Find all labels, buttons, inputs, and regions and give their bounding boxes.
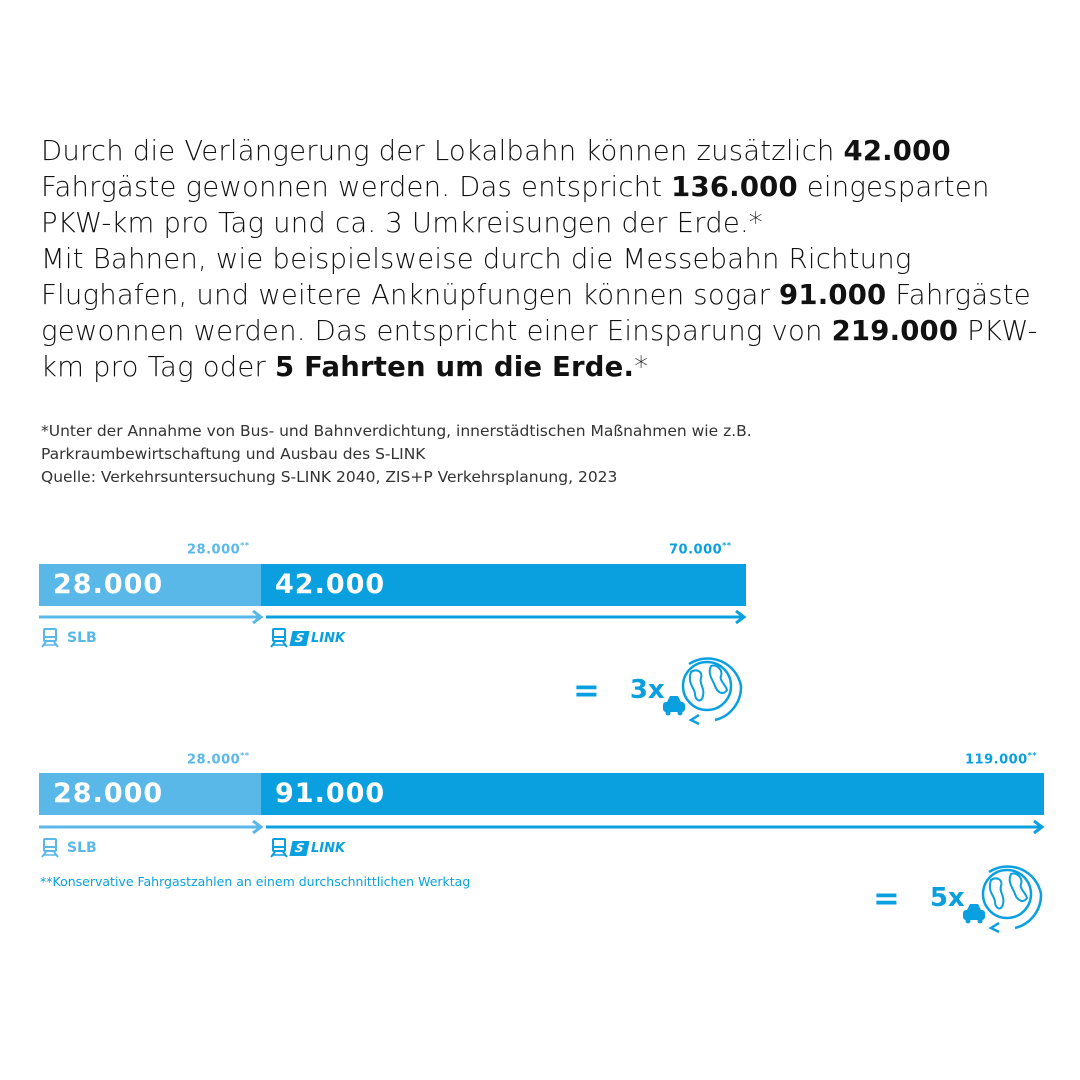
- earth-orbit-car-icon: [662, 657, 742, 726]
- chart-scenario-2: 28.000** 119.000** 28.000 91.000 SLB S L…: [39, 750, 1049, 950]
- legend-label-slb: SLB: [67, 840, 97, 856]
- footnotes: *Unter der Annahme von Bus- und Bahnverd…: [41, 420, 752, 489]
- footnote-line: *Unter der Annahme von Bus- und Bahnverd…: [41, 422, 752, 440]
- legend-slb: SLB: [41, 838, 97, 858]
- footnote-conservative: **Konservative Fahrgastzahlen an einem d…: [40, 874, 471, 889]
- highlight-91000: 91.000: [779, 279, 887, 311]
- marker-right-label: 70.000**: [669, 541, 732, 558]
- footnote-line: Parkraumbewirtschaftung und Ausbau des S…: [41, 445, 426, 463]
- chart-scenario-1: 28.000** 70.000** 28.000 42.000 SLB S LI…: [39, 540, 1049, 740]
- legend-slink: S LINK: [270, 838, 345, 858]
- intro-text: PKW-km pro Tag oder: [41, 315, 1038, 383]
- intro-text: Fahrgäste gewonnen werden. Das entsprich…: [41, 171, 672, 203]
- train-icon: [270, 838, 288, 858]
- stacked-bar: 28.000 91.000: [39, 773, 1044, 815]
- intro-text: Mit Bahnen, wie beispielsweise durch die…: [41, 243, 912, 311]
- marker-right-label: 119.000**: [965, 751, 1038, 768]
- highlight-219000: 219.000: [831, 315, 959, 347]
- train-icon: [270, 628, 288, 648]
- highlight-42000: 42.000: [843, 135, 951, 167]
- train-icon: [41, 628, 59, 648]
- arrow-slink: [266, 820, 1045, 834]
- legend-label-slink: LINK: [311, 630, 346, 646]
- slink-logo-s: S: [289, 630, 310, 646]
- train-icon: [41, 838, 59, 858]
- arrow-slb: [39, 610, 264, 624]
- marker-left-label: 28.000**: [187, 541, 250, 558]
- slink-logo-s: S: [289, 840, 310, 856]
- intro-text: Fahrgäste gewonnen werden. Das entsprich…: [41, 279, 1031, 347]
- legend-label-slink: LINK: [311, 840, 346, 856]
- source-line: Quelle: Verkehrsuntersuchung S-LINK 2040…: [41, 468, 618, 486]
- earth-equivalent: = 5x: [873, 858, 1047, 938]
- stacked-bar: 28.000 42.000: [39, 564, 746, 606]
- bar-segment-slink: 42.000: [261, 564, 746, 606]
- multiplier-label: 5x: [929, 883, 965, 913]
- highlight-136000: 136.000: [671, 171, 798, 203]
- earth-equivalent: = 3x: [573, 650, 747, 730]
- legend-slink: S LINK: [270, 628, 345, 648]
- bar-segment-slb: 28.000: [39, 564, 261, 606]
- equals-sign: =: [873, 879, 900, 917]
- intro-text: Durch die Verlängerung der Lokalbahn kön…: [41, 135, 844, 167]
- legend-slb: SLB: [41, 628, 97, 648]
- arrow-slink: [266, 610, 747, 624]
- arrow-slb: [39, 820, 264, 834]
- highlight-5-fahrten: 5 Fahrten um die Erde.: [274, 351, 635, 383]
- multiplier-label: 3x: [629, 675, 665, 705]
- legend-label-slb: SLB: [67, 630, 97, 646]
- earth-orbit-car-icon: [962, 865, 1042, 934]
- intro-paragraph: Durch die Verlängerung der Lokalbahn kön…: [41, 133, 1051, 385]
- equals-sign: =: [573, 671, 600, 709]
- intro-text: *: [634, 351, 649, 383]
- bar-segment-slb: 28.000: [39, 773, 261, 815]
- intro-text: eingesparten PKW-km pro Tag und ca. 3 Um…: [41, 171, 990, 239]
- marker-left-label: 28.000**: [187, 751, 250, 768]
- bar-segment-slink: 91.000: [261, 773, 1044, 815]
